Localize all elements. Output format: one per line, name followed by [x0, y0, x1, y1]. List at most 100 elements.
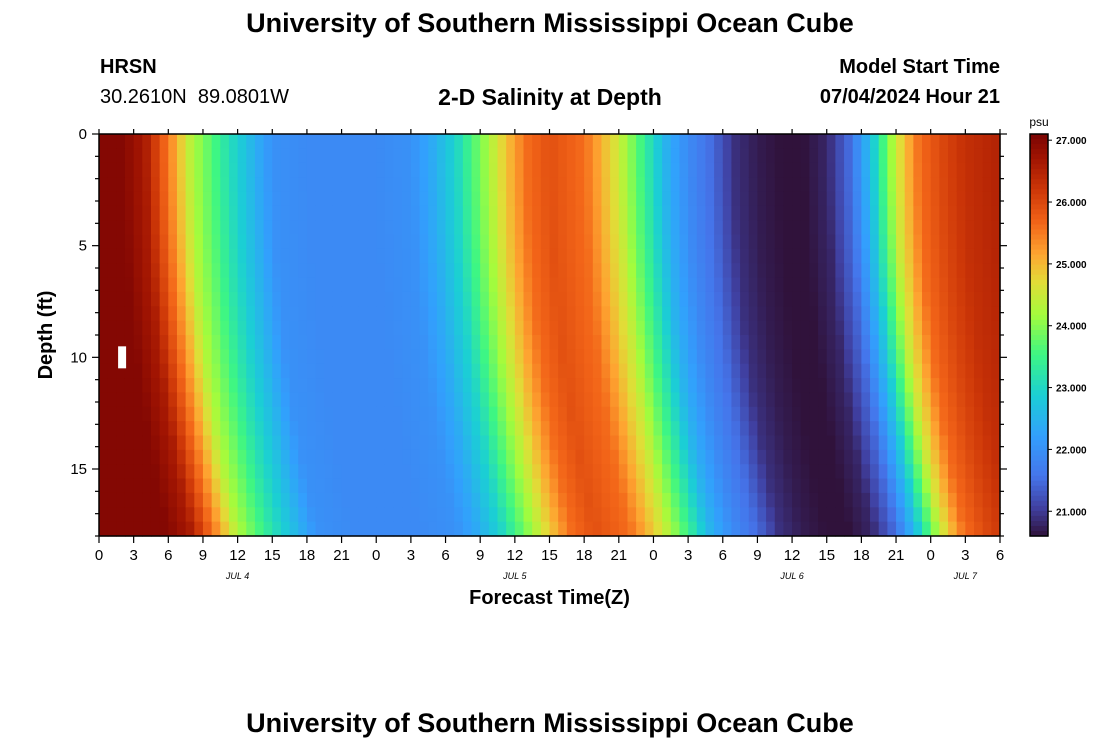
heatmap-cell: [800, 291, 810, 307]
heatmap-cell: [237, 220, 247, 236]
colorbar-cell: [1030, 405, 1048, 411]
heatmap-cell: [783, 277, 793, 293]
heatmap-cell: [462, 507, 473, 523]
heatmap-cell: [471, 177, 481, 193]
heatmap-cell: [887, 148, 897, 164]
heatmap-cell: [740, 421, 750, 437]
heatmap-cell: [341, 406, 351, 422]
heatmap-cell: [800, 134, 810, 149]
heatmap-cell: [350, 306, 360, 322]
heatmap-cell: [488, 220, 499, 236]
heatmap-cell: [367, 449, 377, 465]
heatmap-cell: [991, 492, 1001, 508]
heatmap-cell: [965, 421, 975, 437]
heatmap-cell: [722, 291, 733, 307]
heatmap-cell: [809, 378, 819, 394]
heatmap-cell: [696, 263, 707, 279]
heatmap-cell: [488, 205, 499, 221]
heatmap-cell: [601, 521, 611, 537]
heatmap-cell: [974, 148, 984, 164]
heatmap-cell: [99, 234, 109, 250]
heatmap-cell: [584, 478, 594, 494]
heatmap-cell: [419, 220, 429, 236]
heatmap-cell: [272, 363, 282, 379]
heatmap-cell: [662, 349, 672, 365]
heatmap-cell: [922, 421, 932, 437]
heatmap-cell: [350, 134, 360, 149]
heatmap-cell: [887, 492, 897, 508]
heatmap-cell: [584, 335, 594, 350]
heatmap-cell: [818, 406, 828, 422]
heatmap-cell: [670, 521, 681, 537]
heatmap-cell: [133, 205, 143, 221]
heatmap-cell: [228, 320, 239, 336]
heatmap-cell: [306, 263, 317, 279]
heatmap-cell: [566, 464, 577, 480]
heatmap-cell: [852, 191, 862, 207]
heatmap-cell: [956, 363, 966, 379]
heatmap-cell: [835, 406, 845, 422]
heatmap-cell: [566, 205, 577, 221]
heatmap-cell: [514, 521, 525, 537]
heatmap-cell: [289, 263, 299, 279]
heatmap-cell: [150, 349, 161, 365]
heatmap-cell: [168, 449, 178, 465]
model-start-value: 07/04/2024 Hour 21: [819, 86, 1000, 108]
heatmap-cell: [532, 335, 542, 350]
heatmap-cell: [627, 248, 637, 264]
heatmap-cell: [436, 205, 447, 221]
heatmap-cell: [861, 263, 871, 279]
heatmap-cell: [445, 521, 455, 537]
heatmap-cell: [488, 335, 499, 350]
heatmap-cell: [670, 449, 681, 465]
heatmap-cell: [696, 392, 707, 408]
heatmap-cell: [237, 320, 247, 336]
heatmap-cell: [653, 464, 663, 480]
heatmap-cell: [410, 406, 421, 422]
heatmap-cell: [592, 177, 603, 193]
heatmap-cell: [766, 134, 776, 149]
heatmap-cell: [991, 263, 1001, 279]
heatmap-cell: [757, 464, 767, 480]
heatmap-cell: [107, 263, 117, 279]
heatmap-cell: [514, 234, 525, 250]
heatmap-cell: [532, 234, 542, 250]
heatmap-cell: [774, 191, 785, 207]
heatmap-cell: [194, 134, 204, 149]
heatmap-cell: [393, 306, 403, 322]
heatmap-cell: [592, 406, 603, 422]
heatmap-cell: [168, 291, 178, 307]
heatmap-cell: [644, 306, 655, 322]
heatmap-cell: [462, 392, 473, 408]
heatmap-cell: [887, 263, 897, 279]
heatmap-cell: [549, 492, 559, 508]
heatmap-cell: [740, 148, 750, 164]
heatmap-cell: [783, 478, 793, 494]
heatmap-cell: [124, 134, 135, 149]
heatmap-cell: [254, 306, 265, 322]
heatmap-cell: [410, 148, 421, 164]
colorbar-cell: [1030, 435, 1048, 442]
heatmap-cell: [826, 306, 836, 322]
heatmap-cell: [826, 320, 836, 336]
heatmap-cell: [722, 464, 733, 480]
heatmap-cell: [298, 349, 308, 365]
heatmap-cell: [913, 320, 923, 336]
heatmap-cell: [488, 248, 499, 264]
heatmap-cell: [601, 507, 611, 523]
heatmap-cell: [237, 335, 247, 350]
heatmap-cell: [991, 205, 1001, 221]
heatmap-cell: [272, 335, 282, 350]
heatmap-cell: [714, 335, 724, 350]
heatmap-cell: [878, 478, 888, 494]
heatmap-cell: [809, 492, 819, 508]
heatmap-cell: [774, 435, 785, 451]
heatmap-cell: [748, 478, 759, 494]
heatmap-cell: [428, 291, 438, 307]
heatmap-cell: [176, 248, 187, 264]
heatmap-cell: [748, 335, 759, 350]
heatmap-cell: [696, 162, 707, 178]
heatmap-cell: [280, 449, 291, 465]
heatmap-cell: [575, 521, 585, 537]
heatmap-cell: [852, 248, 862, 264]
